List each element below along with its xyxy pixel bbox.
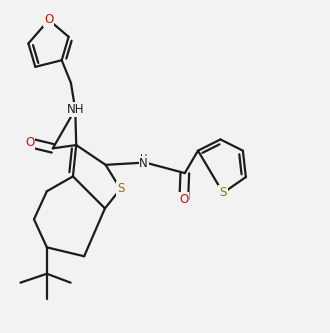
Text: H: H (140, 154, 147, 164)
Text: N: N (139, 157, 148, 170)
Text: NH: NH (66, 103, 84, 116)
Text: O: O (44, 13, 53, 27)
Text: S: S (219, 186, 227, 199)
Text: S: S (117, 182, 124, 195)
Text: O: O (25, 136, 34, 149)
Text: O: O (179, 193, 188, 206)
